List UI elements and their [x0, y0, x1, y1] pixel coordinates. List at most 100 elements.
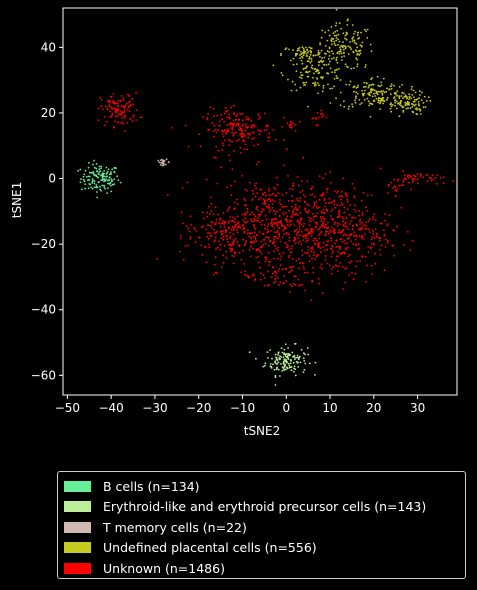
data-point [301, 74, 304, 76]
data-point [100, 179, 103, 182]
data-point [257, 255, 259, 258]
data-point [298, 120, 301, 123]
series-2 [157, 158, 170, 167]
data-point [338, 215, 341, 218]
data-point [277, 221, 279, 224]
data-point [215, 131, 218, 134]
data-point [323, 199, 326, 202]
data-point [270, 224, 273, 227]
data-point [115, 108, 117, 111]
data-point [209, 106, 212, 109]
data-point [335, 68, 338, 71]
data-point [330, 50, 333, 53]
data-point [418, 97, 420, 100]
data-point [342, 288, 344, 290]
data-point [315, 205, 318, 208]
data-point [107, 187, 109, 190]
data-point [329, 247, 332, 250]
data-point [266, 228, 269, 231]
data-point [357, 84, 359, 87]
data-point [276, 184, 279, 186]
data-point [411, 239, 414, 242]
data-point [277, 270, 280, 272]
data-point [123, 117, 126, 119]
data-point [250, 218, 253, 221]
y-tick-label: 20 [41, 106, 56, 120]
data-point [228, 138, 230, 141]
data-point [202, 116, 204, 118]
data-point [334, 44, 337, 47]
data-point [87, 175, 90, 178]
data-point [280, 255, 283, 258]
data-point [185, 225, 188, 228]
data-point [394, 104, 396, 107]
data-point [318, 237, 321, 240]
data-point [302, 225, 305, 228]
data-point [296, 220, 299, 223]
data-point [230, 244, 233, 247]
legend-swatch [64, 562, 91, 574]
data-point [335, 75, 338, 77]
data-point [283, 225, 286, 227]
data-point [342, 32, 345, 35]
data-point [256, 219, 259, 222]
data-point [358, 98, 361, 101]
data-point [234, 226, 236, 229]
data-point [314, 221, 317, 224]
data-point [346, 208, 349, 211]
data-point [279, 240, 282, 243]
data-point [354, 101, 357, 104]
data-point [309, 194, 312, 196]
data-point [294, 284, 297, 286]
data-point [286, 361, 289, 363]
data-point [201, 211, 204, 214]
data-point [300, 223, 303, 226]
data-point [419, 175, 422, 178]
data-point [252, 273, 255, 276]
data-point [314, 243, 316, 246]
data-point [344, 47, 347, 50]
data-point [333, 229, 336, 232]
data-point [236, 229, 239, 232]
data-point [354, 217, 357, 219]
data-point [314, 237, 317, 240]
data-point [268, 190, 270, 192]
data-point [251, 232, 253, 234]
data-point [93, 159, 95, 162]
data-point [357, 38, 359, 40]
data-point [318, 175, 321, 178]
data-point [330, 210, 333, 212]
data-point [100, 189, 102, 192]
data-point [403, 95, 406, 98]
data-point [273, 200, 276, 203]
data-point [252, 235, 255, 238]
data-point [210, 234, 213, 237]
data-point [231, 131, 234, 134]
data-point [91, 187, 94, 190]
data-point [333, 34, 336, 37]
data-point [231, 123, 234, 125]
data-point [289, 123, 291, 126]
data-point [396, 225, 399, 228]
data-point [224, 129, 226, 131]
data-point [294, 229, 297, 232]
data-point [320, 76, 323, 78]
data-point [419, 113, 422, 115]
data-point [295, 228, 298, 231]
data-point [226, 241, 229, 243]
data-point [242, 228, 245, 231]
data-point [308, 231, 311, 234]
data-point [204, 245, 207, 248]
data-point [413, 98, 416, 101]
data-point [100, 105, 103, 108]
data-point [280, 347, 283, 349]
data-point [390, 83, 393, 86]
data-point [225, 256, 228, 259]
data-point [231, 128, 234, 131]
data-point [256, 205, 259, 208]
data-point [222, 220, 224, 223]
data-point [281, 236, 284, 239]
data-point [248, 249, 251, 251]
data-point [297, 231, 299, 234]
data-point [246, 275, 248, 277]
